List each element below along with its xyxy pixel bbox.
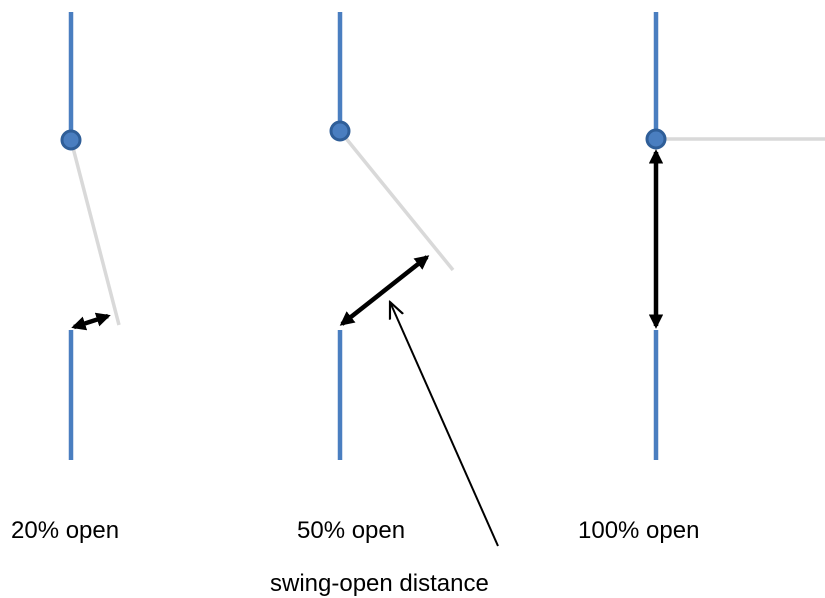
- panel-label: 20% open: [11, 517, 119, 544]
- panel-100-percent: 100% open: [578, 12, 825, 544]
- panel-label: 100% open: [578, 517, 699, 544]
- swing-distance-arrow: [339, 255, 430, 326]
- hinge-icon: [60, 129, 82, 151]
- swing-open-distance-annotation: swing-open distance: [270, 302, 499, 597]
- hinge-icon: [329, 120, 351, 142]
- pointer-arrow: [390, 302, 499, 547]
- hinge-icon: [645, 128, 667, 150]
- annotation-label: swing-open distance: [270, 570, 489, 597]
- panel-50-percent: 50% open: [297, 12, 455, 544]
- panel-20-percent: 20% open: [11, 12, 121, 544]
- swing-distance-arrow: [71, 312, 111, 331]
- door-leaf: [338, 129, 455, 272]
- door-leaf: [69, 139, 121, 326]
- panel-label: 50% open: [297, 517, 405, 544]
